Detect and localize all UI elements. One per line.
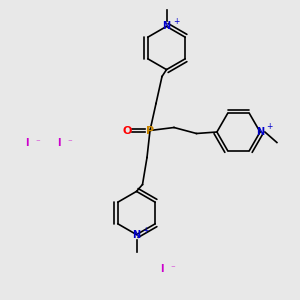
Text: +: + — [173, 16, 179, 26]
Text: N: N — [132, 230, 141, 240]
Text: N: N — [162, 21, 171, 32]
Text: ⁻: ⁻ — [35, 139, 40, 148]
Text: N: N — [256, 127, 264, 137]
Text: P: P — [146, 125, 154, 136]
Text: +: + — [267, 122, 273, 131]
Text: O: O — [123, 125, 132, 136]
Text: I: I — [57, 137, 60, 148]
Text: ⁻: ⁻ — [67, 139, 72, 148]
Text: +: + — [142, 226, 148, 236]
Text: I: I — [25, 137, 29, 148]
Text: I: I — [160, 263, 164, 274]
Text: ⁻: ⁻ — [170, 265, 175, 274]
